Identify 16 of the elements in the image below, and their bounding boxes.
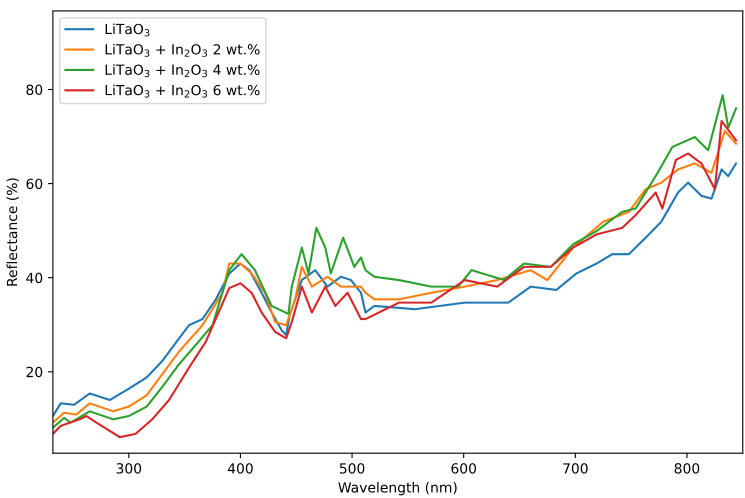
legend-label: LiTaO$_{3}$ + In$_{2}$O$_{3}$ 6 wt.% bbox=[106, 84, 260, 98]
legend-label: LiTaO$_{3}$ + In$_{2}$O$_{3}$ 4 wt.% bbox=[106, 64, 260, 78]
legend-label: LiTaO$_{3}$ bbox=[106, 23, 150, 36]
x-axis-title: Wavelength (nm) bbox=[338, 482, 457, 496]
x-tick-label: 600 bbox=[451, 463, 476, 474]
y-tick-label: 40 bbox=[26, 272, 42, 284]
legend-label: LiTaO$_{3}$ + In$_{2}$O$_{3}$ 2 wt.% bbox=[106, 44, 260, 57]
x-tick-label: 300 bbox=[116, 463, 142, 474]
x-tick-label: 500 bbox=[340, 463, 364, 474]
y-tick-label: 60 bbox=[26, 178, 42, 190]
y-axis-title: Reflectance (%) bbox=[6, 178, 19, 286]
y-tick-label: 80 bbox=[26, 84, 42, 95]
y-tick-label: 20 bbox=[26, 366, 42, 378]
x-tick-label: 700 bbox=[563, 463, 588, 474]
x-tick-label: 800 bbox=[674, 463, 700, 474]
x-tick-label: 400 bbox=[228, 463, 253, 474]
